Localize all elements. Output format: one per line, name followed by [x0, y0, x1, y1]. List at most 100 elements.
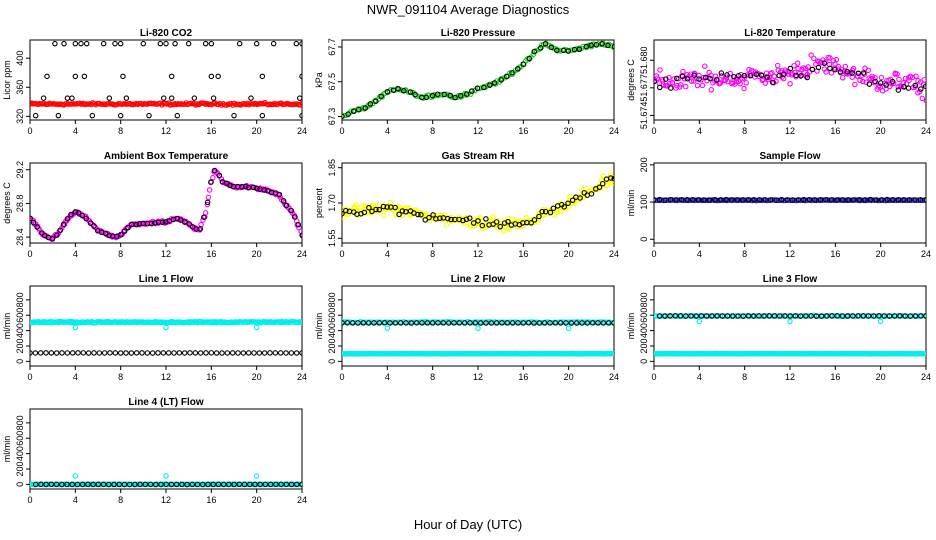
data-point	[231, 112, 237, 119]
data-point	[676, 197, 683, 203]
data-point	[817, 197, 824, 203]
x-tick-label: 4	[697, 372, 702, 382]
chart-svg-line-3-flow: Line 3 Flow ml/min 0 4 8 12 16 20 24 0 20040060080…	[626, 274, 931, 382]
data-point	[100, 40, 107, 47]
data-point	[867, 196, 874, 203]
data-point	[806, 196, 813, 203]
data-point	[565, 325, 572, 332]
data-point	[761, 313, 767, 319]
data-point	[158, 481, 164, 488]
data-point	[215, 73, 221, 80]
data-point	[293, 350, 300, 356]
data-point	[106, 95, 113, 101]
panel-title: Gas Stream RH	[442, 151, 515, 162]
data-point	[107, 350, 113, 356]
data-point	[557, 208, 564, 215]
data-point	[215, 481, 222, 488]
data-point	[842, 63, 849, 70]
x-tick-label: 24	[297, 495, 307, 505]
data-point	[117, 112, 124, 119]
data-point	[299, 112, 302, 119]
x-tick-label: 20	[252, 249, 262, 259]
data-point	[520, 61, 527, 67]
data-point	[118, 232, 124, 238]
x-tick-label: 24	[609, 249, 619, 259]
data-point	[912, 82, 919, 89]
data-point	[413, 320, 420, 326]
data-point	[695, 197, 702, 203]
data-point	[423, 94, 430, 101]
data-point	[171, 350, 177, 356]
data-point	[79, 481, 86, 488]
data-point	[186, 221, 192, 227]
data-point	[474, 85, 481, 92]
data-point	[667, 196, 674, 203]
data-point	[604, 182, 611, 188]
y-tick-label: 67.5	[327, 73, 337, 91]
data-point	[475, 325, 481, 332]
data-point	[747, 73, 754, 79]
data-point	[895, 87, 902, 93]
y-tick-label: 51.680	[639, 46, 649, 74]
data-point	[509, 320, 516, 326]
data-point	[766, 313, 773, 319]
data-point	[64, 95, 71, 101]
data-point	[897, 197, 904, 203]
data-point	[677, 313, 684, 319]
data-point	[699, 82, 706, 89]
data-point	[163, 473, 169, 479]
data-point	[866, 81, 873, 87]
data-point	[608, 175, 614, 181]
plot-points	[654, 312, 926, 357]
data-point	[197, 350, 204, 356]
data-point	[168, 95, 175, 101]
data-point	[787, 81, 793, 87]
data-point	[599, 41, 605, 47]
data-point	[798, 73, 804, 79]
chart-svg-li820-co2: Li-820 CO2 Licor ppm 0 4 8 12 16 20 24 320 360 400	[2, 28, 307, 136]
data-point	[371, 320, 377, 326]
chart-svg-line-1-flow: Line 1 Flow ml/min 0 4 8 12 16 20 24 0 20040060080…	[2, 274, 307, 382]
data-point	[855, 313, 861, 319]
chart-panel-li820-co2: Li-820 CO2 Licor ppm 0 4 8 12 16 20 24 320 360 400	[0, 25, 312, 148]
data-point	[426, 214, 432, 221]
data-point	[229, 350, 236, 356]
data-point	[366, 204, 372, 211]
data-point	[187, 350, 193, 356]
x-tick-label: 24	[921, 249, 931, 259]
data-point	[538, 45, 544, 51]
data-point	[142, 481, 149, 488]
data-point	[520, 320, 527, 326]
data-point	[491, 80, 498, 86]
x-tick-label: 20	[564, 249, 574, 259]
data-point	[684, 75, 691, 82]
data-point	[202, 210, 209, 216]
x-tick-label: 8	[742, 372, 747, 382]
chart-panel-li820-temperature: Li-820 Temperature degrees C 0 4 8 12 16 20 24 51…	[624, 25, 936, 148]
data-point	[117, 40, 124, 47]
data-point	[803, 313, 809, 319]
data-point	[714, 313, 720, 319]
data-point	[172, 40, 178, 47]
data-point	[111, 481, 117, 488]
data-point	[211, 167, 218, 174]
chart-panel-line-2-flow: Line 2 Flow ml/min 0 4 8 12 16 20 24 0 200 400 600 80…	[312, 271, 624, 394]
data-point	[245, 350, 252, 356]
y-tick-label: 800	[639, 292, 649, 307]
data-point	[173, 481, 180, 488]
data-point	[121, 228, 128, 234]
data-point	[95, 481, 102, 488]
data-point	[703, 313, 710, 319]
series-4-black	[32, 112, 302, 119]
data-point	[829, 313, 835, 319]
data-point	[719, 313, 726, 319]
data-point	[153, 481, 159, 488]
chart-svg-sample-flow: Sample Flow ml/min 0 4 8 12 16 20 24 0 100 200	[626, 151, 931, 259]
y-tick-label: 400	[639, 323, 649, 338]
data-point	[30, 215, 34, 222]
x-tick-label: 0	[27, 249, 32, 259]
data-point	[123, 95, 130, 101]
data-point	[149, 350, 156, 356]
series-1-black	[654, 196, 926, 203]
data-point	[741, 75, 747, 81]
